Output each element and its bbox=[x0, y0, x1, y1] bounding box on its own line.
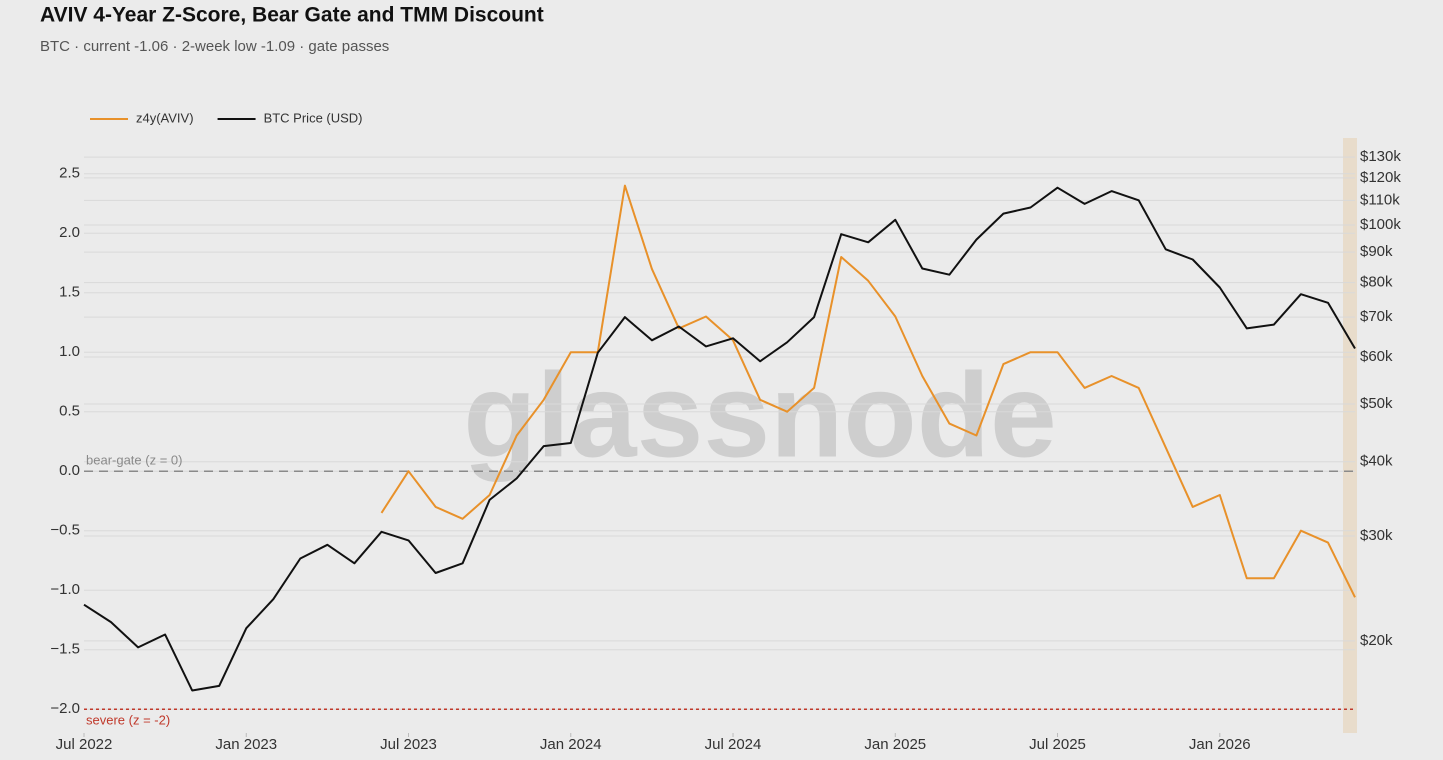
y-tick-label: 2.5 bbox=[59, 165, 80, 182]
legend-label: z4y(AVIV) bbox=[136, 110, 194, 125]
current-period-band bbox=[1343, 138, 1357, 733]
y-tick-label: 1.5 bbox=[59, 284, 80, 301]
y2-tick-label: $100k bbox=[1360, 216, 1401, 233]
x-tick-label: Jul 2025 bbox=[1029, 736, 1086, 753]
data-line bbox=[83, 186, 1356, 692]
y2-tick-label: $70k bbox=[1360, 308, 1393, 325]
y-tick-label: −2.0 bbox=[50, 700, 80, 717]
x-tick-label: Jul 2024 bbox=[705, 736, 762, 753]
reference-label: bear-gate (z = 0) bbox=[86, 453, 182, 468]
reference-label: severe (z = -2) bbox=[86, 713, 170, 728]
y-tick-label: −0.5 bbox=[50, 522, 80, 539]
y-tick-label: −1.5 bbox=[50, 641, 80, 658]
y-tick-label: 0.0 bbox=[59, 462, 80, 479]
y-tick-label: 2.0 bbox=[59, 224, 80, 241]
watermark: glassnode bbox=[463, 349, 1057, 483]
y-tick-label: −1.0 bbox=[50, 581, 80, 598]
y2-tick-label: $30k bbox=[1360, 527, 1393, 544]
chart-title: AVIV 4-Year Z-Score, Bear Gate and TMM D… bbox=[40, 4, 544, 27]
data-line bbox=[380, 184, 1356, 598]
x-tick-label: Jan 2025 bbox=[864, 736, 926, 753]
y2-tick-label: $20k bbox=[1360, 632, 1393, 649]
y2-tick-label: $130k bbox=[1360, 148, 1401, 165]
y2-tick-label: $60k bbox=[1360, 348, 1393, 365]
x-tick-label: Jan 2023 bbox=[215, 736, 277, 753]
y2-tick-label: $90k bbox=[1360, 243, 1393, 260]
y2-tick-label: $120k bbox=[1360, 169, 1401, 186]
x-tick-label: Jul 2022 bbox=[56, 736, 113, 753]
x-tick-label: Jul 2023 bbox=[380, 736, 437, 753]
legend-label: BTC Price (USD) bbox=[264, 110, 363, 125]
chart-subtitle: BTC · current -1.06 · 2-week low -1.09 ·… bbox=[40, 38, 389, 55]
y2-tick-label: $80k bbox=[1360, 274, 1393, 291]
y2-tick-label: $110k bbox=[1360, 191, 1400, 208]
x-tick-label: Jan 2024 bbox=[540, 736, 602, 753]
y-tick-label: 1.0 bbox=[59, 343, 80, 360]
y2-tick-label: $40k bbox=[1360, 453, 1393, 470]
x-tick-label: Jan 2026 bbox=[1189, 736, 1251, 753]
y2-tick-label: $50k bbox=[1360, 395, 1393, 412]
y-tick-label: 0.5 bbox=[59, 403, 80, 420]
